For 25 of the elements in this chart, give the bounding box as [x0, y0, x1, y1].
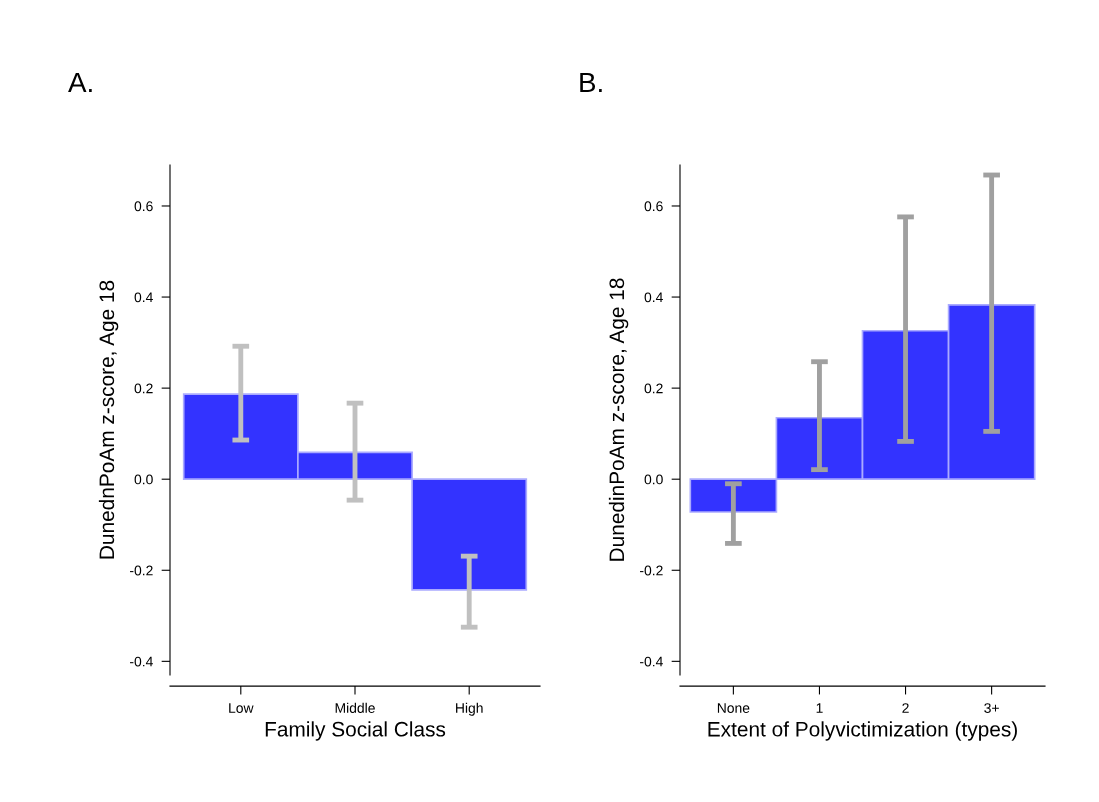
- y-tick-label: -0.4: [130, 656, 153, 667]
- y-tick-label: 0.2: [644, 383, 663, 394]
- y-tick-label: 0.6: [134, 201, 153, 212]
- y-tick-label: 0.0: [644, 474, 663, 485]
- y-tick-label: 0.0: [134, 474, 153, 485]
- x-tick-label: Middle: [335, 702, 375, 713]
- y-tick-label: 0.4: [644, 292, 663, 303]
- y-axis-title: DunedinPoAm z-score, Age 18: [608, 278, 629, 561]
- x-tick-label: High: [456, 702, 483, 716]
- x-tick-label: Low: [229, 703, 254, 713]
- y-tick-label: -0.4: [640, 656, 663, 667]
- y-tick-label: 0.2: [134, 383, 153, 394]
- x-axis-title: Extent of Polyvictimization (types): [708, 721, 1017, 741]
- x-tick-label: None: [717, 703, 750, 713]
- chart-title: A.: [68, 72, 92, 92]
- y-axis-title: DunednPoAm z-score, Age 18: [98, 280, 119, 559]
- y-tick-label: 0.6: [644, 201, 663, 212]
- y-tick-label: -0.2: [640, 565, 663, 576]
- x-axis-title: Family Social Class: [265, 721, 446, 741]
- x-tick-label: 1: [816, 703, 823, 713]
- x-tick-label: 2: [902, 703, 909, 713]
- y-tick-label: -0.2: [130, 565, 153, 576]
- y-tick-label: 0.4: [134, 292, 153, 303]
- x-tick-label: 3+: [984, 703, 999, 713]
- chart-title: B.: [580, 72, 602, 92]
